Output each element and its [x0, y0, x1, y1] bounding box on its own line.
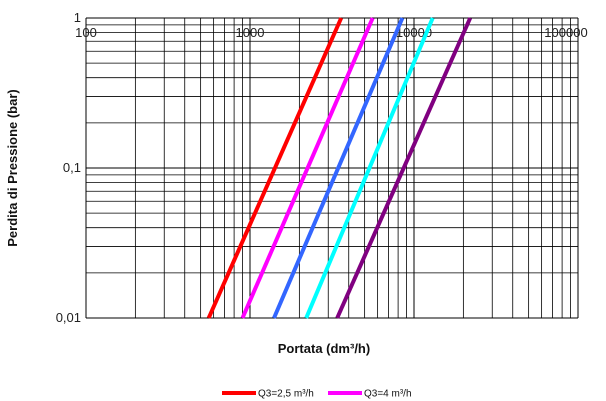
series-line [206, 17, 344, 319]
series-line [272, 17, 405, 319]
legend: Q3=2,5 m³/h Q3=4 m³/h [222, 389, 412, 400]
legend-label: Q3=4 m³/h [364, 389, 412, 400]
y-tick-label: 0,1 [63, 160, 81, 175]
legend-label: Q3=2,5 m³/h [258, 389, 314, 400]
grid-lines [85, 17, 579, 319]
x-axis-title: Portata (dm³/h) [278, 341, 370, 356]
series-line [240, 17, 375, 319]
x-tick-label: 100 [75, 25, 97, 40]
x-tick-label: 1000 [236, 25, 265, 40]
y-tick-label: 1 [74, 10, 81, 25]
x-tick-label: 100000 [544, 25, 587, 40]
y-tick-label: 0,01 [56, 310, 81, 325]
y-tick-labels: 1 0,1 0,01 [56, 10, 81, 325]
y-axis-title: Perdita di Pressione (bar) [5, 89, 20, 247]
series-lines [206, 17, 473, 319]
series-line [335, 17, 473, 319]
series-line [304, 17, 435, 319]
